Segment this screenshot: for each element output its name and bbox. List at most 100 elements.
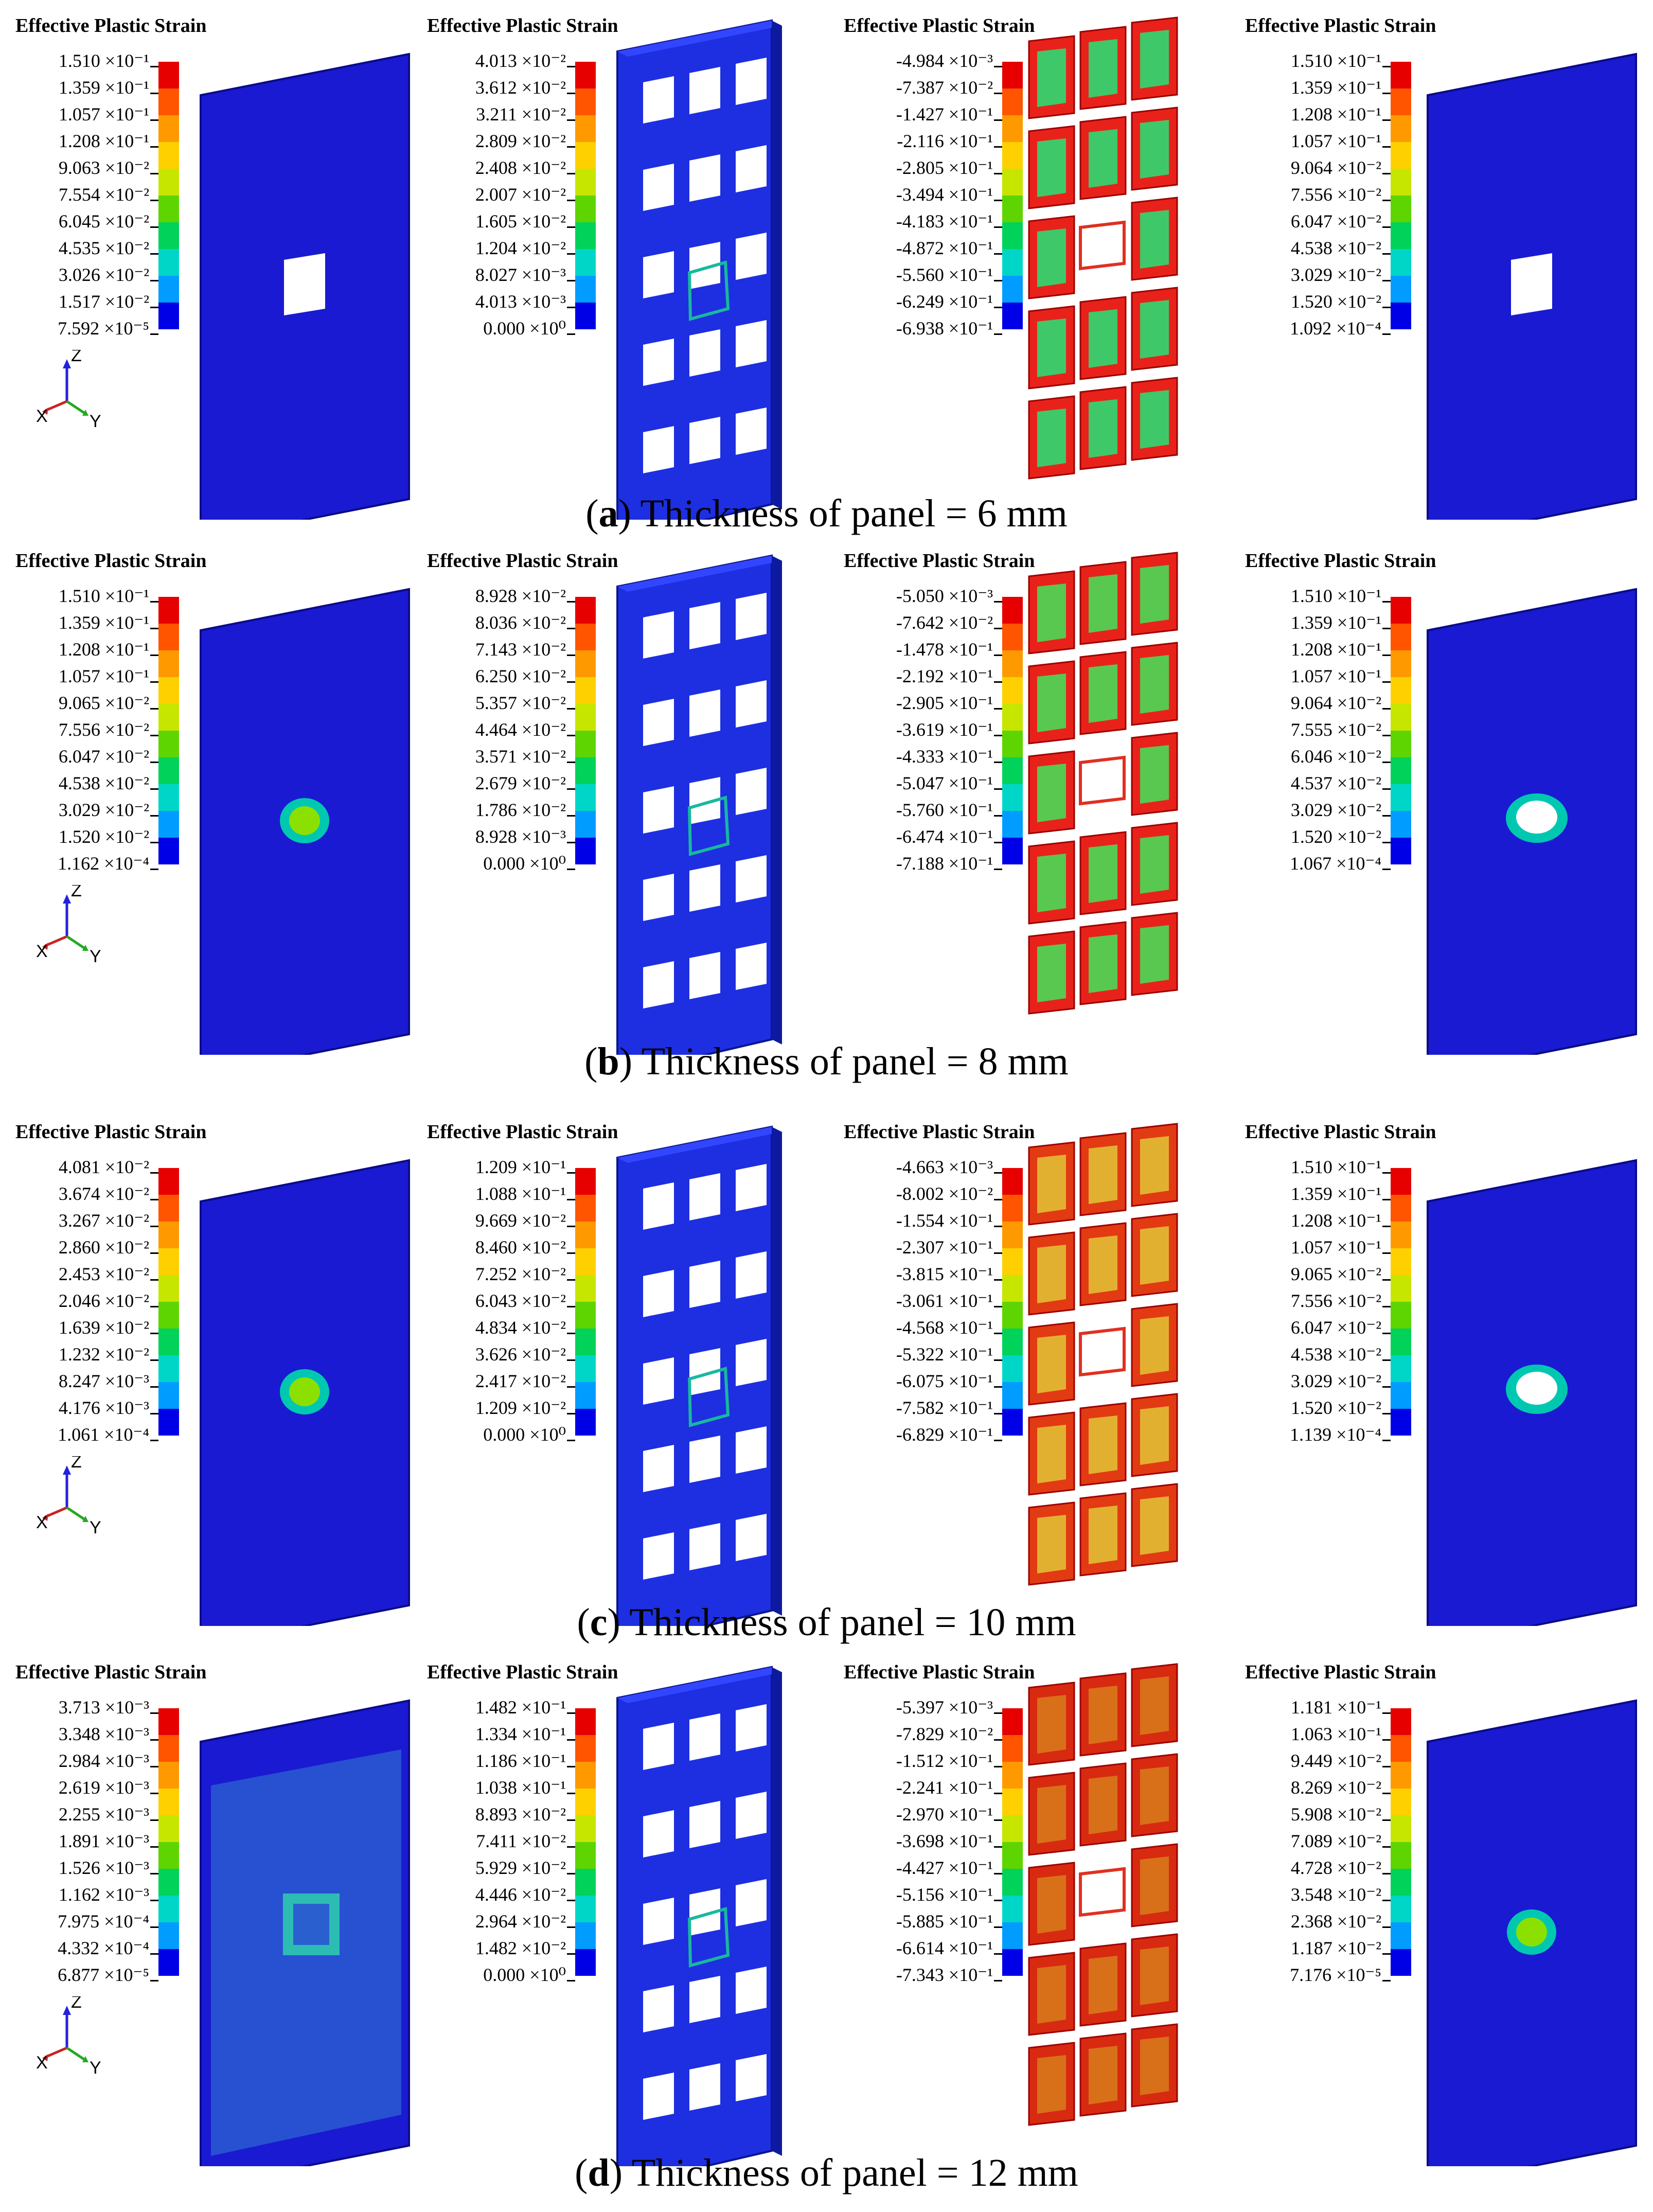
legend-color-cell <box>1391 1762 1411 1789</box>
core-cell-opening <box>689 689 720 737</box>
legend-color-cell <box>1391 222 1411 249</box>
legend-value: 4.013 ×10⁻² <box>475 50 566 71</box>
legend-color-cell <box>158 222 179 249</box>
legend-value: 7.556 ×10⁻² <box>1290 1290 1381 1311</box>
legend-value: 1.063 ×10⁻¹ <box>1290 1724 1381 1744</box>
legend-tick <box>994 200 1002 201</box>
legend-value: 2.368 ×10⁻² <box>1290 1911 1381 1932</box>
legend-color-cell <box>575 704 596 731</box>
legend-value: -1.478 ×10⁻¹ <box>896 639 993 660</box>
legend-value: 1.088 ×10⁻¹ <box>475 1183 566 1204</box>
legend-value: -5.047 ×10⁻¹ <box>896 773 993 793</box>
legend-value: 3.674 ×10⁻² <box>58 1183 149 1204</box>
legend-value: -4.183 ×10⁻¹ <box>896 211 993 232</box>
legend-tick <box>1382 1333 1391 1334</box>
core-cell-opening <box>736 58 767 105</box>
core-cell-opening <box>689 67 720 114</box>
legend-tick <box>1382 1359 1391 1361</box>
legend-color-cell <box>158 89 179 115</box>
legend-color-cell <box>158 303 179 329</box>
legend-value: 2.046 ×10⁻² <box>58 1290 149 1311</box>
legend-color-cell <box>1391 757 1411 784</box>
legend-tick <box>567 628 575 629</box>
legend-color-cell <box>1002 1815 1023 1842</box>
legend-color-cell <box>158 784 179 811</box>
legend-value: 3.548 ×10⁻² <box>1290 1884 1381 1905</box>
legend-color-cell <box>575 1708 596 1735</box>
legend-tick <box>567 1172 575 1174</box>
cube-strain-core <box>1089 1415 1117 1474</box>
legend-tick <box>150 280 158 281</box>
legend-color-cell <box>1002 1302 1023 1329</box>
result-panel-4: Effective Plastic Strain 1.510 ×10⁻¹ 1.359… <box>1240 540 1646 1055</box>
core-cell-opening <box>643 1985 674 2032</box>
legend-value: 2.679 ×10⁻² <box>475 773 566 793</box>
legend-tick <box>1382 200 1391 201</box>
legend-tick <box>150 146 158 148</box>
legend-tick <box>1382 1953 1391 1955</box>
legend-tick <box>1382 226 1391 228</box>
legend-title: Effective Plastic Strain <box>15 1661 207 1683</box>
legend-color-cell <box>158 624 179 650</box>
legend-tick <box>150 735 158 736</box>
cube-strain-core <box>1037 409 1066 467</box>
legend-tick <box>1382 1873 1391 1874</box>
legend-value: -5.560 ×10⁻¹ <box>896 264 993 285</box>
core-cell-opening <box>689 154 720 202</box>
damage-zone-core <box>289 806 320 835</box>
legend-title: Effective Plastic Strain <box>844 15 1035 37</box>
legend-tick <box>150 1900 158 1901</box>
legend-value: -5.322 ×10⁻¹ <box>896 1344 993 1365</box>
back-panel-model <box>1427 1699 1637 2166</box>
legend-tick <box>567 1953 575 1955</box>
legend-value: -3.619 ×10⁻¹ <box>896 719 993 740</box>
legend-color-cell <box>575 196 596 222</box>
legend-value: 1.605 ×10⁻² <box>475 211 566 232</box>
ceramic-tiles-model <box>1028 1663 1178 2126</box>
legend-tick <box>150 1306 158 1307</box>
legend-value: 4.728 ×10⁻² <box>1290 1857 1381 1878</box>
damage-zone-core <box>1516 1918 1547 1946</box>
legend-color-cell <box>575 1789 596 1815</box>
cube-strain-core <box>1037 2055 1066 2114</box>
legend-title: Effective Plastic Strain <box>844 550 1035 572</box>
legend-value: 7.556 ×10⁻² <box>1290 184 1381 205</box>
core-cell-opening <box>643 1445 674 1492</box>
legend-tick <box>1382 1226 1391 1227</box>
y-axis-arrow <box>66 935 86 950</box>
honeycomb-core-model <box>616 1125 782 1626</box>
core-cell-opening <box>643 339 674 386</box>
legend-tick <box>1382 1306 1391 1307</box>
legend-color-cell <box>158 1922 179 1949</box>
legend-value: 3.211 ×10⁻² <box>476 104 566 125</box>
cube-strain-core <box>1037 48 1066 107</box>
damage-zone-core <box>293 1904 329 1945</box>
legend-value: 2.255 ×10⁻³ <box>58 1804 149 1825</box>
legend-color-bar <box>1391 1168 1411 1436</box>
legend-color-bar <box>575 62 596 329</box>
perforation-hole <box>1511 253 1552 315</box>
cube-strain-core <box>1089 1776 1117 1834</box>
legend-tick <box>567 119 575 121</box>
legend-tick <box>150 1359 158 1361</box>
legend-value: 0.000 ×10⁰ <box>483 853 566 874</box>
legend-value: 3.713 ×10⁻³ <box>58 1697 149 1718</box>
core-cell-opening <box>643 76 674 123</box>
legend-value: -7.188 ×10⁻¹ <box>896 853 993 874</box>
core-cell-opening <box>689 864 720 912</box>
legend-color-cell <box>1391 169 1411 196</box>
core-top-face <box>617 1667 782 1703</box>
cube-strain-core <box>1140 30 1169 89</box>
legend-color-cell <box>158 276 179 303</box>
result-panel-4: Effective Plastic Strain 1.510 ×10⁻¹ 1.359… <box>1240 5 1646 520</box>
legend-color-bar <box>158 1168 179 1436</box>
legend-value: 9.449 ×10⁻² <box>1290 1750 1381 1771</box>
legend-color-cell <box>1002 731 1023 757</box>
legend-tick <box>994 762 1002 763</box>
legend-tick <box>1382 735 1391 736</box>
legend-tick <box>150 1226 158 1227</box>
legend-value: 1.067 ×10⁻⁴ <box>1290 853 1381 874</box>
legend-color-cell <box>1391 1168 1411 1195</box>
legend-tick <box>567 1926 575 1928</box>
legend-tick <box>150 1252 158 1254</box>
